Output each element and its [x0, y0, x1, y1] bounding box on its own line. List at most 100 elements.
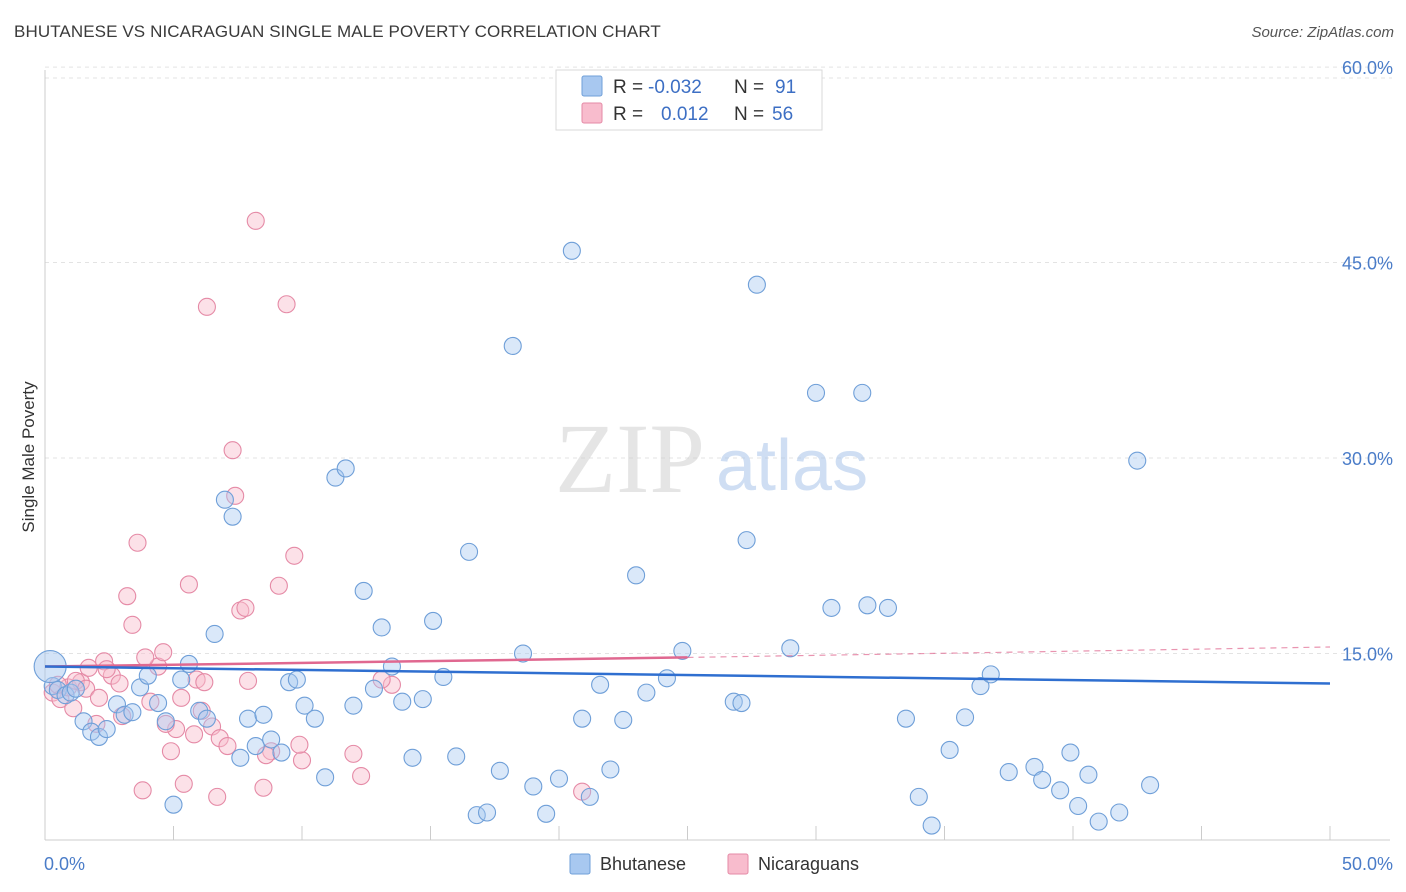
nicaraguans-point: [77, 679, 96, 698]
bhutanese-point: [66, 679, 85, 698]
nicaraguans-point: [133, 781, 152, 800]
nicaraguans-point: [226, 486, 245, 505]
y-tick-label: 45.0%: [1342, 254, 1393, 274]
bhutanese-point: [164, 795, 183, 814]
nicaraguans-point: [89, 688, 109, 707]
x-tick-label-max: 50.0%: [1342, 854, 1393, 874]
bhutanese-point: [372, 618, 391, 637]
bhutanese-point: [1033, 770, 1052, 789]
bhutanese-point: [477, 803, 497, 822]
bhutanese-point: [537, 804, 556, 823]
bhutanese-point: [673, 641, 692, 660]
nicaraguans-point: [123, 615, 142, 634]
bhutanese-point: [896, 709, 916, 728]
bhutanese-point: [524, 777, 543, 796]
bhutanese-point: [562, 241, 581, 260]
x-axis-ticks: [44, 826, 1331, 840]
bhutanese-point: [403, 748, 422, 767]
legend-r-value-1: -0.032: [648, 77, 702, 98]
chart-title: BHUTANESE VS NICARAGUAN SINGLE MALE POVE…: [14, 22, 661, 41]
bhutanese-point: [424, 611, 443, 630]
bhutanese-point: [971, 677, 990, 696]
bhutanese-point: [223, 507, 242, 526]
nicaraguans-point: [246, 211, 265, 230]
bhutanese-point: [549, 769, 569, 788]
bhutanese-point: [149, 693, 168, 713]
bhutanese-trend-line: [44, 665, 1331, 685]
nicaraguans-trend-line: [44, 656, 688, 668]
bhutanese-point: [909, 787, 928, 806]
bhutanese-point: [287, 670, 306, 689]
nicaraguans-point: [154, 643, 173, 662]
bhutanese-point: [413, 690, 432, 709]
nicaraguans-point: [149, 657, 168, 676]
bhutanese-point: [853, 383, 872, 402]
grid-lines: [45, 66, 1392, 655]
nicaraguans-point: [231, 601, 250, 620]
legend-n-label-2: N =: [734, 104, 764, 125]
bhutanese-point: [138, 666, 157, 685]
bhutanese-point: [262, 730, 281, 749]
bhutanese-point: [806, 383, 826, 402]
bhutanese-point: [272, 743, 291, 762]
bottom-legend: Bhutanese Nicaraguans: [569, 853, 859, 875]
bhutanese-point: [326, 468, 345, 487]
nicaraguans-point: [285, 546, 304, 565]
bhutanese-point: [190, 701, 209, 720]
nicaraguans-point: [195, 673, 214, 692]
bhutanese-point: [467, 806, 486, 825]
bhutanese-point: [246, 736, 265, 756]
bhutanese-point: [858, 596, 877, 615]
legend: R = -0.032 N = 91 R = 0.012 N = 56: [555, 69, 823, 131]
nicaraguans-point: [197, 297, 216, 316]
nicaraguans-point: [208, 787, 227, 806]
bhutanese-point: [295, 696, 314, 715]
legend-n-value-2: 56: [772, 104, 793, 125]
nicaraguans-point: [344, 744, 363, 763]
nicaraguans-point: [118, 587, 137, 606]
bhutanese-point: [205, 624, 224, 644]
watermark-zip: ZIP: [555, 403, 705, 514]
bhutanese-point: [156, 712, 175, 731]
bhutanese-point: [1051, 781, 1070, 800]
bhutanese-point: [781, 639, 800, 658]
bhutanese-point: [344, 696, 363, 715]
bhutanese-point: [737, 531, 756, 550]
bhutanese-point: [56, 686, 75, 705]
nicaraguans-point: [136, 648, 155, 667]
bhutanese-point: [354, 581, 373, 601]
bhutanese-point: [447, 747, 466, 766]
bhutanese-point: [1128, 451, 1147, 470]
watermark: ZIP atlas: [555, 403, 868, 514]
bhutanese-point: [878, 598, 898, 617]
bhutanese-point: [637, 683, 656, 702]
nicaraguans-point: [141, 692, 160, 711]
bhutanese-point: [123, 703, 142, 722]
nicaraguans-point: [218, 736, 237, 756]
bhutanese-point: [657, 669, 676, 688]
y-axis-tick-labels: 15.0% 30.0% 45.0% 60.0%: [1342, 58, 1393, 664]
nicaraguans-point: [223, 441, 242, 460]
y-tick-label: 30.0%: [1342, 449, 1393, 469]
nicaraguans-point: [292, 751, 312, 770]
nicaraguans-point: [174, 774, 193, 793]
bottom-legend-label-nicaraguans: Nicaraguans: [758, 854, 859, 874]
bhutanese-point: [956, 708, 975, 727]
nicaraguans-trend-extension: [687, 646, 1331, 659]
bottom-legend-swatch-nicaraguans: [727, 853, 749, 875]
nicaraguans-point: [185, 725, 204, 744]
bhutanese-point: [940, 740, 959, 760]
bhutanese-point: [627, 566, 646, 585]
bhutanese-point: [1089, 812, 1108, 831]
nicaraguans-point: [254, 778, 273, 797]
bhutanese-point: [197, 709, 216, 728]
bhutanese-point: [89, 727, 109, 746]
legend-r-value-2: 0.012: [661, 104, 709, 125]
bhutanese-point: [732, 693, 751, 713]
nicaraguans-point: [161, 742, 180, 761]
nicaraguans-points: [43, 211, 592, 806]
bhutanese-point: [316, 768, 335, 787]
nicaraguans-point: [236, 598, 255, 617]
bhutanese-point: [747, 275, 766, 294]
bhutanese-point: [238, 709, 258, 728]
